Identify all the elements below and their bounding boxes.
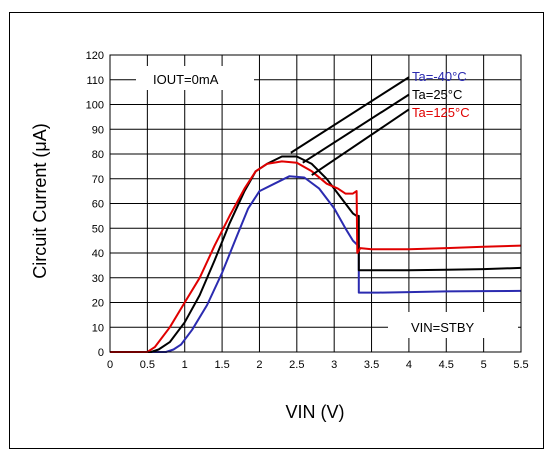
y-tick-label: 50 <box>92 223 104 235</box>
legend-leader-line <box>290 76 410 154</box>
chart-frame <box>9 12 544 449</box>
legend-leader-line <box>311 108 410 176</box>
x-tick-label: 3.5 <box>364 359 379 371</box>
y-tick-label: 30 <box>92 273 104 285</box>
annotation-iout: IOUT=0mA <box>153 72 219 87</box>
y-tick-label: 80 <box>92 149 104 161</box>
x-tick-label: 1 <box>182 359 188 371</box>
x-tick-label: 4.5 <box>439 359 454 371</box>
x-tick-label: 2 <box>256 359 262 371</box>
x-tick-label: 0 <box>107 359 113 371</box>
series-line <box>110 155 522 353</box>
y-tick-label: 120 <box>86 50 104 62</box>
series-line <box>110 160 522 353</box>
y-tick-label: 10 <box>92 322 104 334</box>
y-tick-label: 0 <box>98 347 104 359</box>
legend-entry: Ta=25°C <box>412 87 462 102</box>
y-tick-label: 40 <box>92 248 104 260</box>
annotation-box-vin <box>388 312 518 338</box>
y-tick-label: 100 <box>86 100 104 112</box>
x-tick-label: 0.5 <box>140 359 155 371</box>
series-line <box>110 175 522 353</box>
legend-entry: Ta=-40°C <box>412 69 467 84</box>
y-tick-label: 70 <box>92 174 104 186</box>
y-tick-label: 60 <box>92 199 104 211</box>
x-tick-label: 5 <box>481 359 487 371</box>
x-tick-label: 2.5 <box>289 359 304 371</box>
plot-area-border <box>109 54 522 353</box>
x-tick-label: 4 <box>406 359 412 371</box>
legend-leader-line <box>302 93 410 164</box>
y-tick-label: 110 <box>86 75 104 87</box>
tick-labels: 0 0.5 1 1.5 2 2.5 3 3.5 4 4.5 5 5.5 0 10 20 30 40 50 60 70 8… <box>86 50 529 371</box>
x-tick-label: 5.5 <box>513 359 528 371</box>
y-tick-label: 90 <box>92 124 104 136</box>
legend-entry: Ta=125°C <box>412 105 470 120</box>
series-lines <box>110 155 522 353</box>
legend-leader-lines <box>290 76 410 176</box>
y-axis-title: Circuit Current (μA) <box>30 123 50 278</box>
x-tick-label: 1.5 <box>214 359 229 371</box>
legend: Ta=-40°C Ta=25°C Ta=125°C <box>412 69 470 120</box>
annotation-box-iout <box>136 66 254 90</box>
x-tick-label: 3 <box>331 359 337 371</box>
x-axis-title: VIN (V) <box>285 402 344 422</box>
y-tick-label: 20 <box>92 298 104 310</box>
annotation-vin-stby: VIN=STBY <box>411 320 475 335</box>
